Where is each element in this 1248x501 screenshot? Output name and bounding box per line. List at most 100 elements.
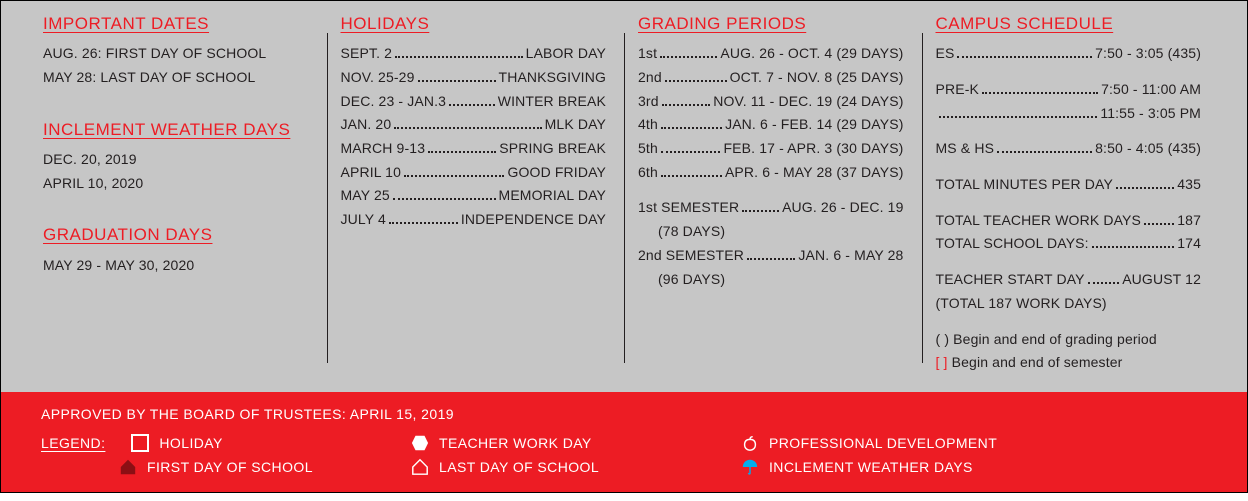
- row-right: OCT. 7 - NOV. 8 (25 DAYS): [730, 67, 904, 89]
- row-left: 4th: [638, 114, 658, 136]
- row-left: TOTAL MINUTES PER DAY: [936, 174, 1113, 196]
- dot-leader: [747, 258, 795, 260]
- row-left: ES: [936, 43, 955, 65]
- holiday-row: MAY 25MEMORIAL DAY: [341, 185, 607, 207]
- legend-item-first-day: FIRST DAY OF SCHOOL: [41, 458, 401, 476]
- row-right: JAN. 6 - FEB. 14 (29 DAYS): [725, 114, 903, 136]
- dot-leader: [742, 210, 779, 212]
- row-left: 6th: [638, 162, 658, 184]
- footer-panel: APPROVED BY THE BOARD OF TRUSTEES: APRIL…: [1, 392, 1247, 492]
- dot-leader: [1092, 246, 1175, 248]
- col-important-dates: IMPORTANT DATES AUG. 26: FIRST DAY OF SC…: [29, 11, 327, 376]
- row-right: WINTER BREAK: [498, 91, 606, 113]
- row-right: 7:50 - 11:00 AM: [1101, 79, 1201, 101]
- dot-leader: [982, 92, 1098, 94]
- inclement-line: APRIL 10, 2020: [43, 173, 309, 195]
- legend-text: HOLIDAY: [159, 435, 222, 451]
- row-left: SEPT. 2: [341, 43, 393, 65]
- heading-grading: GRADING PERIODS: [638, 11, 904, 37]
- campus-row: MS & HS8:50 - 4:05 (435): [936, 138, 1202, 160]
- row-right: SPRING BREAK: [499, 138, 606, 160]
- row-right: FEB. 17 - APR. 3 (30 DAYS): [723, 138, 903, 160]
- row-right: GOOD FRIDAY: [507, 162, 606, 184]
- column-divider: [624, 33, 625, 363]
- legend-item-last-day: LAST DAY OF SCHOOL: [411, 458, 731, 476]
- row-left: 2nd SEMESTER: [638, 245, 744, 267]
- col-grading: GRADING PERIODS 1stAUG. 26 - OCT. 4 (29 …: [624, 11, 922, 376]
- row-right: 435: [1177, 174, 1201, 196]
- grading-row: 3rdNOV. 11 - DEC. 19 (24 DAYS): [638, 91, 904, 113]
- legend-text: INCLEMENT WEATHER DAYS: [769, 459, 973, 475]
- row-right: 174: [1177, 233, 1201, 255]
- col-holidays: HOLIDAYS SEPT. 2LABOR DAYNOV. 25-29THANK…: [327, 11, 625, 376]
- dot-leader: [661, 175, 722, 177]
- dot-leader: [939, 116, 1098, 118]
- apple-icon: [741, 434, 759, 452]
- house-outline-icon: [411, 458, 429, 476]
- legend-text: PROFESSIONAL DEVELOPMENT: [769, 435, 997, 451]
- dot-leader: [662, 104, 711, 106]
- row-left: NOV. 25-29: [341, 67, 415, 89]
- dot-leader: [957, 56, 1092, 58]
- legend-item-holiday: LEGEND: HOLIDAY: [41, 434, 401, 452]
- legend-grid: LEGEND: HOLIDAY TEACHER WORK DAY PROFESS…: [41, 434, 1207, 476]
- dot-leader: [660, 56, 717, 58]
- heading-important-dates: IMPORTANT DATES: [43, 11, 309, 37]
- campus-row: PRE-K7:50 - 11:00 AM: [936, 79, 1202, 101]
- calendar-info-panel: IMPORTANT DATES AUG. 26: FIRST DAY OF SC…: [0, 0, 1248, 493]
- holiday-row: JAN. 20MLK DAY: [341, 114, 607, 136]
- legend-text: FIRST DAY OF SCHOOL: [147, 459, 313, 475]
- row-right: LABOR DAY: [526, 43, 606, 65]
- legend-text: LAST DAY OF SCHOOL: [439, 459, 599, 475]
- grading-row: 6th APR. 6 - MAY 28 (37 DAYS): [638, 162, 904, 184]
- row-left: 1st: [638, 43, 657, 65]
- row-left: 1st SEMESTER: [638, 197, 739, 219]
- dot-leader: [404, 175, 504, 177]
- graduation-line: MAY 29 - MAY 30, 2020: [43, 255, 309, 277]
- row-left: TOTAL TEACHER WORK DAYS: [936, 210, 1141, 232]
- grading-row: 5thFEB. 17 - APR. 3 (30 DAYS): [638, 138, 904, 160]
- campus-note-text: Begin and end of semester: [952, 354, 1123, 370]
- campus-note: [ ] Begin and end of semester: [936, 352, 1202, 374]
- campus-row: TOTAL TEACHER WORK DAYS187: [936, 210, 1202, 232]
- row-left: MAY 25: [341, 185, 390, 207]
- legend-item-teacher-work-day: TEACHER WORK DAY: [411, 434, 731, 452]
- semester-row: 1st SEMESTERAUG. 26 - DEC. 19: [638, 197, 904, 219]
- campus-row: TOTAL MINUTES PER DAY 435: [936, 174, 1202, 196]
- row-left: TEACHER START DAY: [936, 269, 1085, 291]
- col-campus: CAMPUS SCHEDULE ES7:50 - 3:05 (435) PRE-…: [922, 11, 1220, 376]
- dot-leader: [1116, 187, 1174, 189]
- dot-leader: [1088, 282, 1120, 284]
- row-left: JAN. 20: [341, 114, 392, 136]
- important-date-line: MAY 28: LAST DAY OF SCHOOL: [43, 67, 309, 89]
- inclement-line: DEC. 20, 2019: [43, 149, 309, 171]
- legend-text: TEACHER WORK DAY: [439, 435, 592, 451]
- row-right: INDEPENDENCE DAY: [461, 209, 606, 231]
- campus-row: 11:55 - 3:05 PM: [936, 103, 1202, 125]
- dot-leader: [1144, 223, 1174, 225]
- campus-row: TEACHER START DAYAUGUST 12: [936, 269, 1202, 291]
- column-divider: [922, 33, 923, 363]
- row-right: 11:55 - 3:05 PM: [1100, 103, 1201, 125]
- umbrella-icon: [741, 458, 759, 476]
- column-divider: [327, 33, 328, 363]
- holiday-row: DEC. 23 - JAN.3 WINTER BREAK: [341, 91, 607, 113]
- row-left: DEC. 23 - JAN.3: [341, 91, 447, 113]
- holiday-row: JULY 4 INDEPENDENCE DAY: [341, 209, 607, 231]
- legend-item-inclement: INCLEMENT WEATHER DAYS: [741, 458, 1061, 476]
- dot-leader: [661, 151, 721, 153]
- row-right: 7:50 - 3:05 (435): [1095, 43, 1201, 65]
- row-right: JAN. 6 - MAY 28: [798, 245, 903, 267]
- heading-graduation: GRADUATION DAYS: [43, 222, 309, 248]
- row-left: MARCH 9-13: [341, 138, 426, 160]
- campus-row: TOTAL SCHOOL DAYS:174: [936, 233, 1202, 255]
- legend-item-professional-dev: PROFESSIONAL DEVELOPMENT: [741, 434, 1061, 452]
- campus-row: ES 7:50 - 3:05 (435): [936, 43, 1202, 65]
- row-sub: (78 DAYS): [638, 221, 904, 243]
- row-sub: (96 DAYS): [638, 269, 904, 291]
- row-right: APR. 6 - MAY 28 (37 DAYS): [725, 162, 904, 184]
- row-left: 2nd: [638, 67, 662, 89]
- row-left: JULY 4: [341, 209, 386, 231]
- dot-leader: [449, 104, 495, 106]
- square-icon: [131, 434, 149, 452]
